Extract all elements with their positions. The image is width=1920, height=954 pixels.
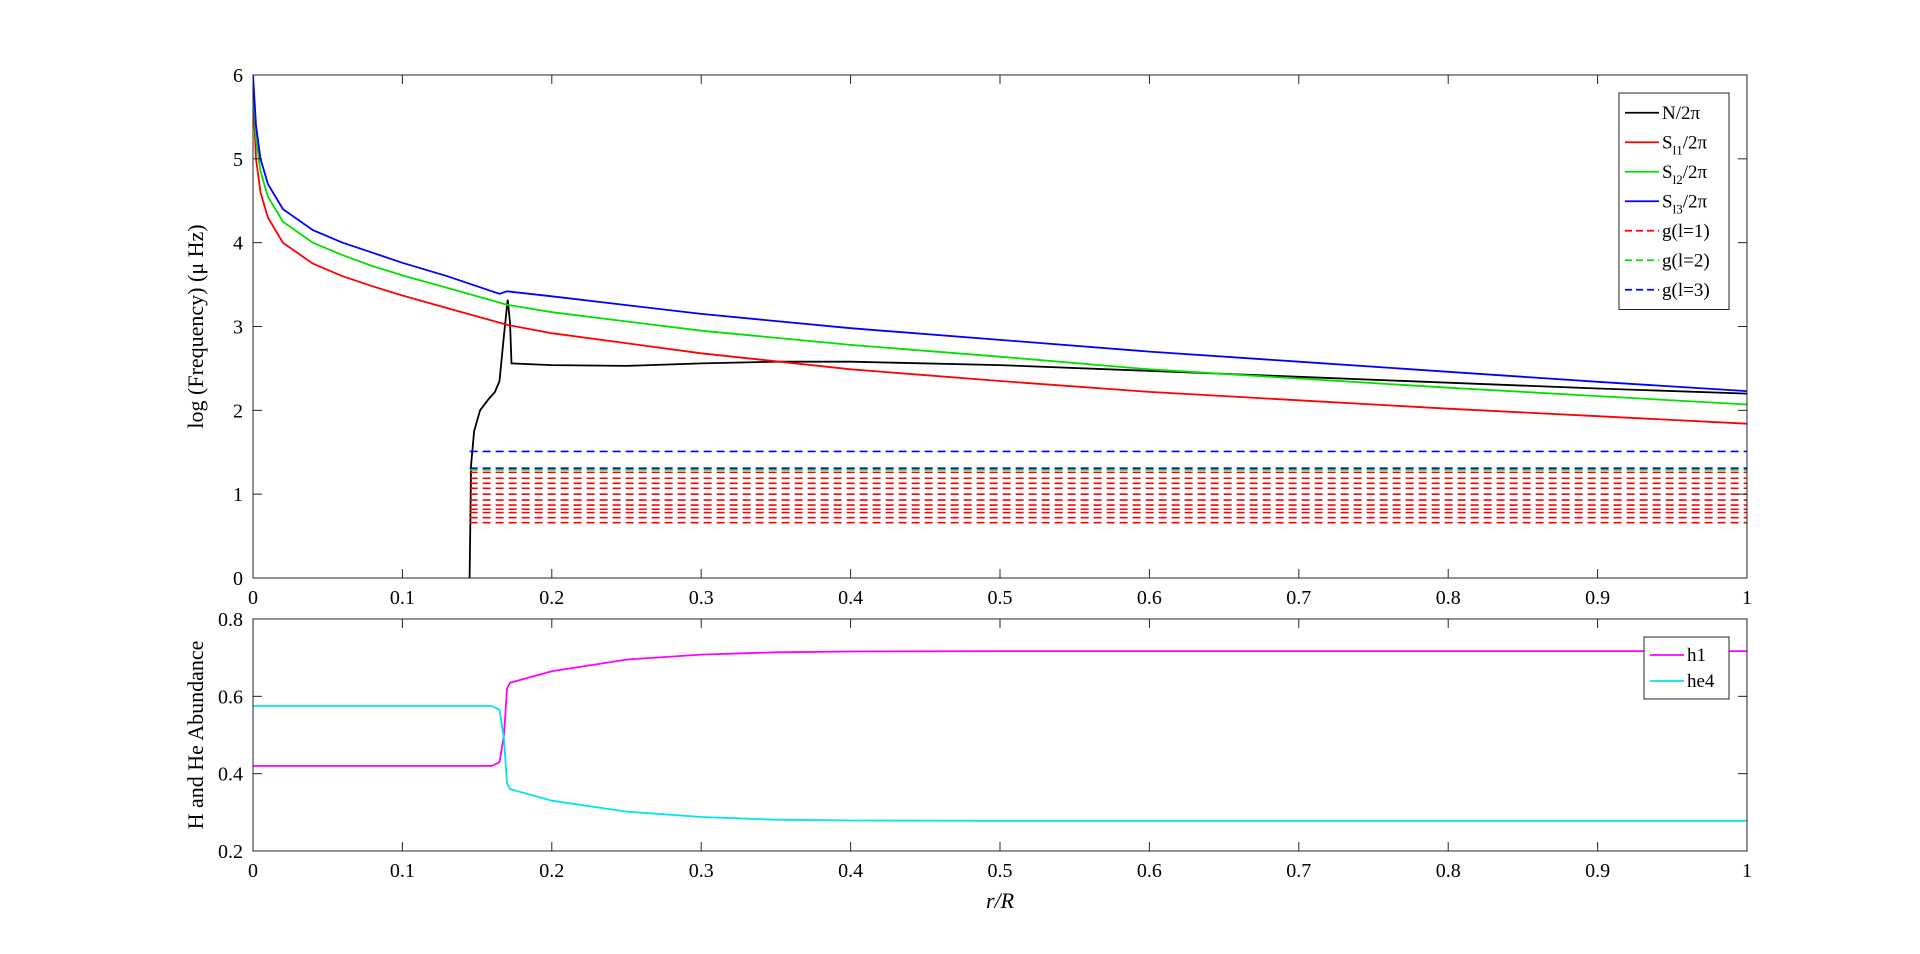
x-tick-label: 0.7 xyxy=(1286,587,1311,609)
y-tick-label: 1 xyxy=(233,484,243,506)
y-tick-label: 6 xyxy=(233,65,243,87)
x-tick-label: 0.2 xyxy=(539,860,564,882)
x-tick-label: 0.6 xyxy=(1137,860,1162,882)
x-tick-label: 0.6 xyxy=(1137,587,1162,609)
series-line-h1 xyxy=(253,650,1747,767)
legend-label: Sl2/2π xyxy=(1662,162,1707,187)
plot-area xyxy=(253,75,1747,578)
x-tick-label: 1 xyxy=(1742,860,1752,882)
x-tick-label: 0.7 xyxy=(1286,860,1311,882)
series-line-s-l1-2 xyxy=(253,91,1747,425)
y-axis-label: log (Frequency) (μ Hz) xyxy=(183,224,208,428)
series-line-he4 xyxy=(253,705,1747,822)
x-tick-label: 0.8 xyxy=(1436,860,1461,882)
legend-label: g(l=3) xyxy=(1662,280,1710,301)
x-tick-label: 0.5 xyxy=(988,587,1013,609)
y-tick-label: 3 xyxy=(233,317,243,339)
x-tick-label: 0.1 xyxy=(390,860,415,882)
x-tick-label: 1 xyxy=(1742,587,1752,609)
x-tick-label: 0.2 xyxy=(539,587,564,609)
x-tick-label: 0.8 xyxy=(1436,587,1461,609)
legend-label: g(l=1) xyxy=(1662,221,1710,242)
x-tick-label: 0.5 xyxy=(988,860,1013,882)
abundance-panel: 0 0.1 0.2 0.3 0.4 0.5 0.6 0.7 0.8 0.9 1 0.2 0.4 0.6 0.… xyxy=(183,609,1752,913)
legend-box xyxy=(1643,636,1730,700)
x-tick-label: 0 xyxy=(248,587,258,609)
y-tick-label: 4 xyxy=(233,233,243,255)
x-axis-label: r/R xyxy=(986,888,1015,913)
legend-label: he4 xyxy=(1687,671,1715,692)
y-tick-label: 0.2 xyxy=(218,841,243,863)
x-tick-label: 0.3 xyxy=(689,587,714,609)
y-tick-label: 2 xyxy=(233,400,243,422)
y-tick-label: 0.4 xyxy=(218,764,243,786)
legend-label: Sl3/2π xyxy=(1662,191,1707,216)
series-line-s-l3-2 xyxy=(253,75,1747,392)
x-tick-label: 0.1 xyxy=(390,587,415,609)
series-line-s-l2-2 xyxy=(253,83,1747,406)
x-tick-label: 0.4 xyxy=(838,587,863,609)
x-tick-label: 0 xyxy=(248,860,258,882)
y-tick-label: 0.6 xyxy=(218,686,243,708)
legend-label: Sl1/2π xyxy=(1662,132,1707,157)
frequency-panel: 0 0.1 0.2 0.3 0.4 0.5 0.6 0.7 0.8 0.9 1 0 1 2 3 4 5 6 log … xyxy=(183,65,1752,609)
x-tick-label: 0.4 xyxy=(838,860,863,882)
y-tick-label: 5 xyxy=(233,149,243,171)
y-axis-label: H and He Abundance xyxy=(183,641,208,830)
y-tick-label: 0.8 xyxy=(218,609,243,631)
legend: N/2π Sl1/2π Sl2/2π Sl3/2π g(l=1) g(l=2) g(l=3) xyxy=(1618,92,1730,310)
legend-label: h1 xyxy=(1687,645,1706,666)
x-tick-label: 0.3 xyxy=(689,860,714,882)
legend-label: N/2π xyxy=(1662,103,1701,124)
y-tick-label: 0 xyxy=(233,568,243,590)
x-tick-label: 0.9 xyxy=(1585,587,1610,609)
plot-area xyxy=(253,650,1747,822)
legend-label: g(l=2) xyxy=(1662,250,1710,271)
x-tick-label: 0.9 xyxy=(1585,860,1610,882)
